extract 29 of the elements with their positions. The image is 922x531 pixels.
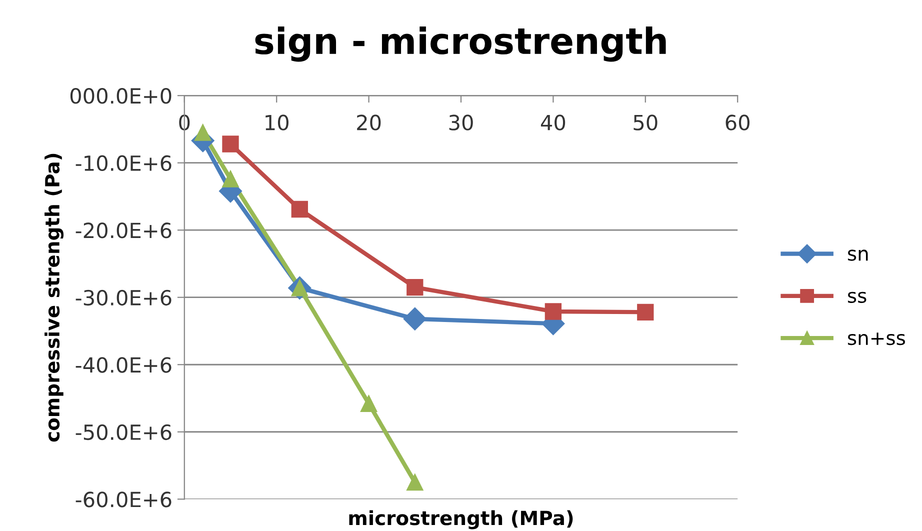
point [222,136,239,152]
point [194,124,212,141]
point [406,278,424,296]
y-axis-title: compressive strength (Pa) [44,154,64,442]
x-axis-title: microstrength (MPa) [349,510,573,530]
point [360,395,378,412]
legend-label: sn [848,250,868,261]
point [222,170,239,188]
legend-label: ss [848,292,866,303]
point [544,303,562,320]
point [637,304,654,320]
x-tick-label: 10 [266,114,288,130]
x-tick-label: 60 [726,114,750,130]
y-tick-label: 000.0E+0 [70,88,172,104]
y-tick-label: -50.0E+6 [76,424,172,440]
point [291,200,308,218]
y-tick-label: -30.0E+6 [76,290,172,306]
y-tick-label: -60.0E+6 [76,492,172,508]
x-tick-label: 40 [540,114,566,130]
chart-title: sign - microstrength [255,26,666,62]
point [406,474,424,491]
y-tick-label: -20.0E+6 [76,222,172,238]
point [403,307,426,330]
y-tick-label: -10.0E+6 [76,155,172,172]
y-tick-label: -40.0E+6 [76,357,172,373]
x-tick-label: 30 [449,114,473,130]
legend-label: sn+ss [848,332,905,346]
x-tick-label: 20 [357,114,381,130]
x-tick-label: 50 [634,114,658,130]
